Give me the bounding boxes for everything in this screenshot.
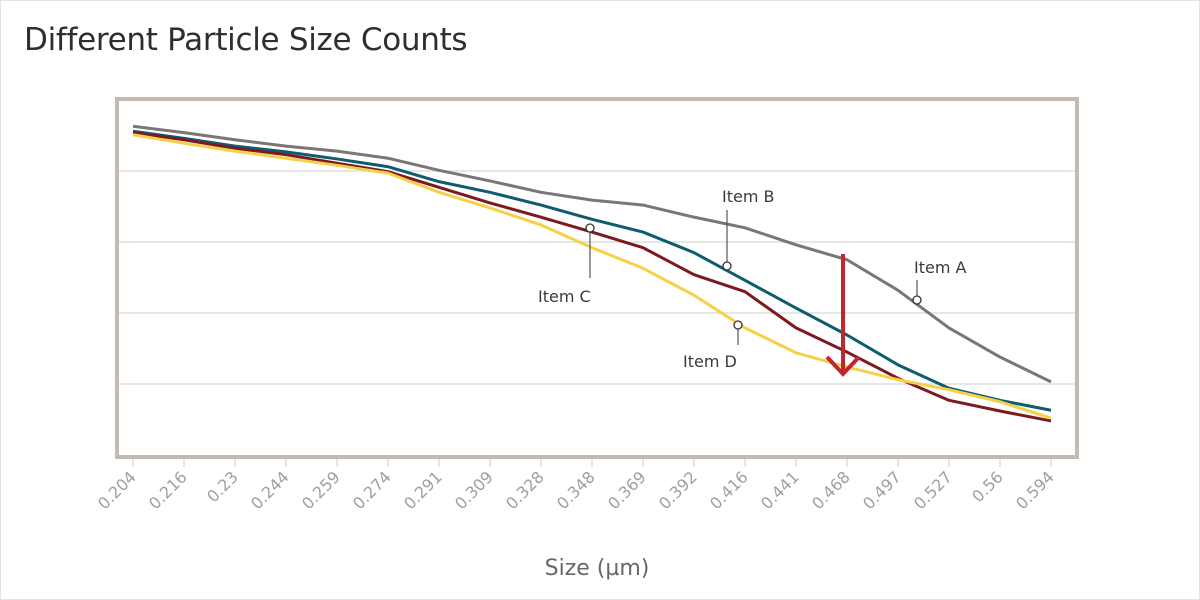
- x-tick-label: 0.244: [247, 467, 293, 513]
- chart-title: Different Particle Size Counts: [24, 22, 468, 58]
- x-axis-label: Size (µm): [545, 556, 650, 581]
- x-tick-label: 0.441: [757, 467, 803, 513]
- x-tick-label: 0.23: [203, 467, 242, 506]
- annotation-label: Item D: [683, 352, 737, 371]
- annotation-marker: [912, 295, 922, 305]
- series-line-item-a: [132, 124, 1052, 384]
- x-tick-label: 0.468: [808, 467, 854, 513]
- annotation-label: Item C: [538, 287, 591, 306]
- x-tick-label: 0.497: [859, 467, 905, 513]
- annotation-label: Item B: [722, 187, 774, 206]
- series-line-item-d: [132, 133, 1052, 420]
- x-tick-label: 0.274: [349, 467, 395, 513]
- x-tick-label: 0.291: [400, 467, 446, 513]
- arrow-head: [825, 355, 861, 377]
- x-tick-label: 0.216: [145, 467, 191, 513]
- x-tick-label: 0.204: [94, 467, 140, 513]
- x-tick-label: 0.348: [553, 467, 599, 513]
- x-tick-label: 0.392: [655, 467, 701, 513]
- x-tick-label: 0.527: [910, 467, 956, 513]
- plot-frame: [115, 97, 1079, 459]
- x-tick-label: 0.56: [968, 467, 1007, 506]
- x-tick-label: 0.369: [604, 467, 650, 513]
- annotation-marker: [733, 320, 743, 330]
- series-line-item-b: [132, 129, 1052, 412]
- annotation-marker: [585, 223, 595, 233]
- x-tick-label: 0.416: [706, 467, 752, 513]
- x-tick-label: 0.594: [1012, 467, 1058, 513]
- x-tick-label: 0.328: [502, 467, 548, 513]
- annotation-label: Item A: [914, 258, 967, 277]
- x-tick-label: 0.309: [451, 467, 497, 513]
- x-tick-label: 0.259: [298, 467, 344, 513]
- annotation-marker: [722, 261, 732, 271]
